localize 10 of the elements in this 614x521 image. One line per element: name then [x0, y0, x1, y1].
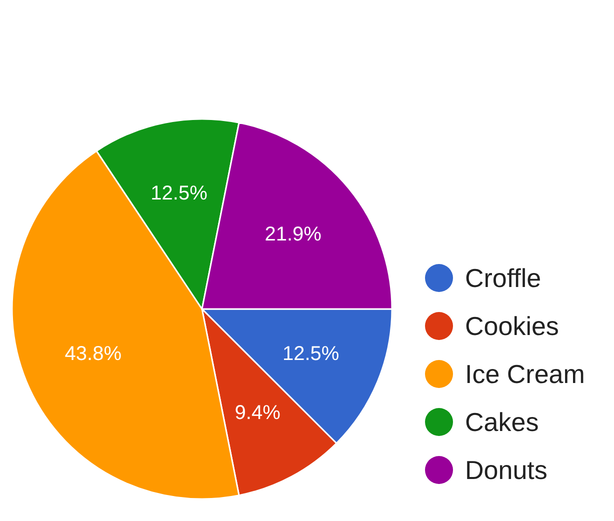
- data-label: 43.8%: [64, 343, 122, 366]
- legend-label: Cookies: [465, 311, 559, 341]
- data-label: 12.5%: [150, 182, 208, 204]
- legend-label: Croffle: [465, 263, 542, 293]
- legend-label: Donuts: [465, 455, 548, 485]
- data-label: 12.5%: [282, 343, 340, 366]
- legend-label: Cakes: [465, 407, 539, 437]
- legend-label: Ice Cream: [465, 359, 585, 389]
- data-label: 9.4%: [234, 402, 281, 424]
- data-label: 21.9%: [264, 223, 322, 246]
